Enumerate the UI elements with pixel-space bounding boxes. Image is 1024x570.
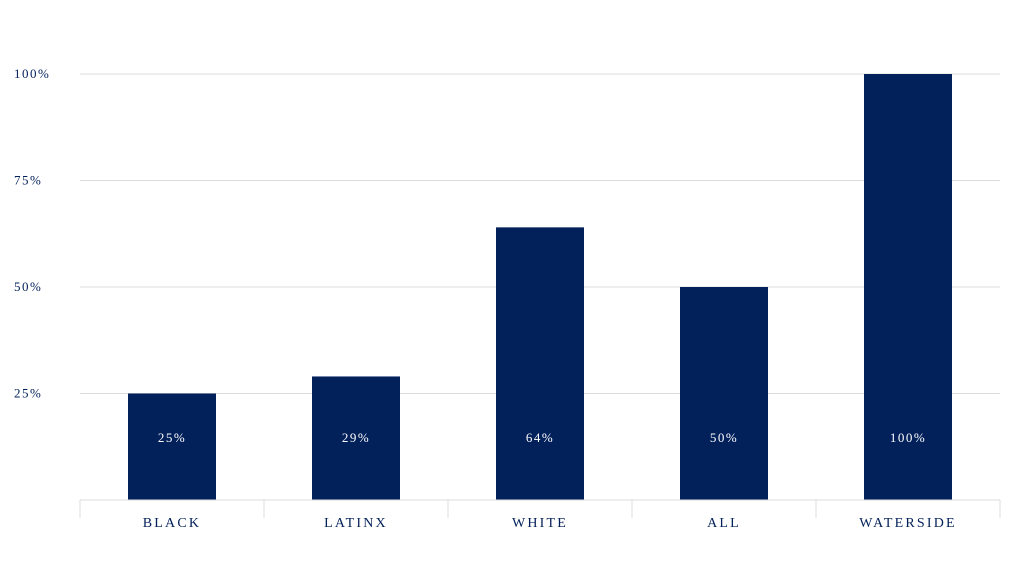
y-tick-label: 75% bbox=[14, 173, 42, 188]
x-category-label: WHITE bbox=[512, 516, 568, 531]
y-axis-tick-labels: 25% 50% 75% 100% bbox=[14, 66, 50, 401]
bar-value-label: 50% bbox=[710, 430, 738, 445]
x-axis: BLACK LATINX WHITE ALL WATERSIDE bbox=[79, 499, 1001, 531]
x-category-label: LATINX bbox=[324, 516, 388, 531]
bar-value-label: 25% bbox=[158, 430, 186, 445]
x-category-label: ALL bbox=[707, 516, 741, 531]
bar-black bbox=[128, 393, 216, 500]
bar-white bbox=[496, 227, 584, 501]
y-tick-label: 50% bbox=[14, 279, 42, 294]
bars: 25% 29% 64% 50% 100% bbox=[128, 74, 952, 501]
bar-all bbox=[680, 287, 768, 500]
bar-latinx bbox=[312, 376, 400, 500]
y-tick-label: 100% bbox=[14, 66, 50, 81]
x-category-label: BLACK bbox=[143, 516, 201, 531]
bar-value-label: 100% bbox=[890, 430, 926, 445]
bar-waterside bbox=[864, 74, 952, 500]
bar-value-label: 29% bbox=[342, 430, 370, 445]
x-category-label: WATERSIDE bbox=[859, 516, 957, 531]
bar-value-label: 64% bbox=[526, 430, 554, 445]
y-tick-label: 25% bbox=[14, 386, 42, 401]
